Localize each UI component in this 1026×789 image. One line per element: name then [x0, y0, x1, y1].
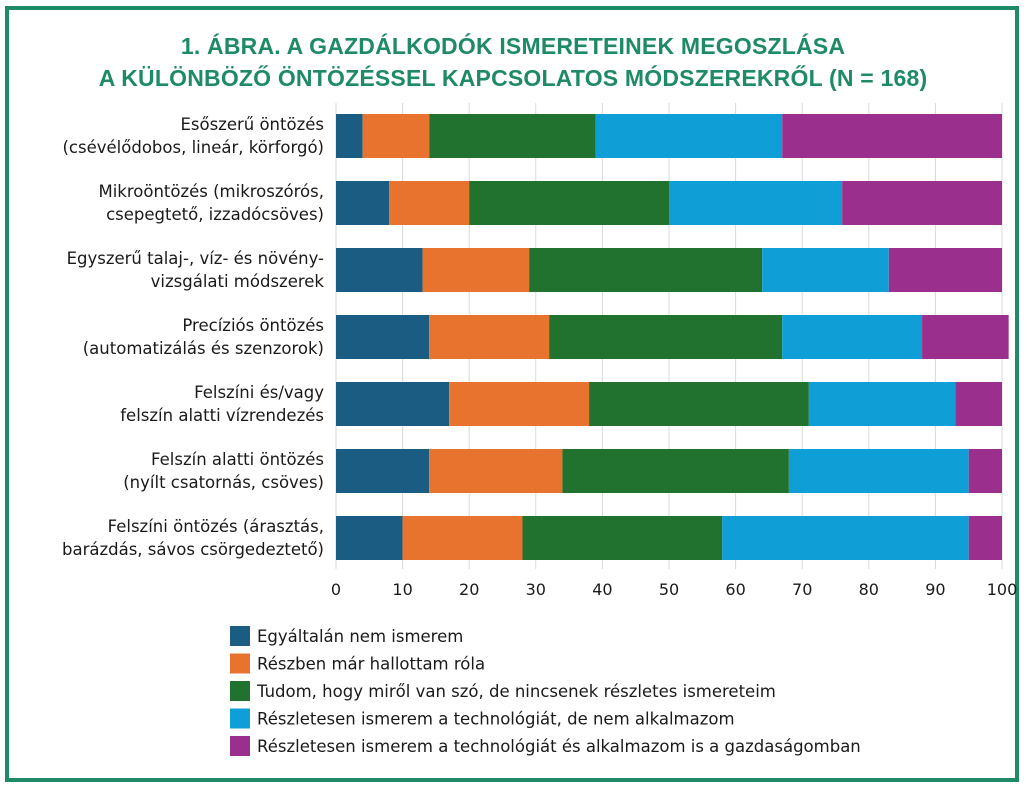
bar-segment-c4-s2 — [589, 382, 809, 426]
bar-segment-c5-s4 — [968, 449, 1002, 493]
bar-segment-c4-s4 — [955, 382, 1002, 426]
bar-segment-c2-s3 — [762, 248, 889, 292]
bar-segment-c5-s2 — [562, 449, 789, 493]
category-label-3-line-1: (automatizálás és szenzorok) — [83, 339, 324, 358]
bar-segment-c6-s2 — [522, 516, 723, 560]
category-label-0-line-1: (csévélődobos, lineár, körforgó) — [63, 138, 325, 157]
bar-segment-c3-s3 — [782, 315, 923, 359]
bar-segment-c6-s0 — [336, 516, 403, 560]
chart-title-line-1: 1. ÁBRA. A GAZDÁLKODÓK ISMERETEINEK MEGO… — [180, 33, 846, 59]
bar-segment-c4-s3 — [808, 382, 956, 426]
category-label-5-line-1: (nyílt csatornás, csöves) — [123, 473, 324, 492]
legend-swatch-0 — [230, 626, 250, 646]
bar-segment-c6-s4 — [968, 516, 1002, 560]
chart-title: 1. ÁBRA. A GAZDÁLKODÓK ISMERETEINEK MEGO… — [0, 30, 1026, 94]
legend-swatch-3 — [230, 708, 250, 729]
bar-segment-c5-s1 — [429, 449, 563, 493]
bar-segment-c1-s0 — [336, 181, 390, 225]
category-label-2-line-0: Egyszerű talaj-, víz- és növény- — [67, 249, 324, 268]
legend-label-0: Egyáltalán nem ismerem — [257, 627, 463, 646]
bar-segment-c6-s3 — [722, 516, 969, 560]
category-label-1-line-1: csepegtető, izzadócsöves) — [106, 205, 324, 224]
category-label-3-line-0: Precíziós öntözés — [182, 316, 324, 335]
legend-swatch-2 — [230, 681, 250, 701]
chart-frame — [5, 6, 1019, 782]
bar-segment-c3-s4 — [922, 315, 1009, 359]
x-tick-label-3: 30 — [526, 580, 546, 599]
bar-segment-c1-s3 — [669, 181, 843, 225]
category-label-2-line-1: vizsgálati módszerek — [151, 272, 325, 291]
category-label-6-line-0: Felszíni öntözés (árasztás, — [108, 517, 324, 536]
x-tick-label-6: 60 — [725, 580, 745, 599]
bar-segment-c6-s1 — [402, 516, 523, 560]
bar-segment-c0-s3 — [595, 114, 783, 158]
bar-segment-c1-s2 — [469, 181, 669, 225]
bar-segment-c3-s1 — [429, 315, 550, 359]
bar-segment-c4-s1 — [449, 382, 590, 426]
category-label-6-line-1: barázdás, sávos csörgedeztető) — [62, 540, 324, 559]
chart-title-line-2: A KÜLÖNBÖZŐ ÖNTÖZÉSSEL KAPCSOLATOS MÓDSZ… — [98, 65, 928, 91]
category-label-4-line-0: Felszíni és/vagy — [194, 383, 324, 402]
category-label-5-line-0: Felszín alatti öntözés — [151, 450, 324, 469]
category-labels: Esőszerű öntözés (csévélődobos, lineár, k… — [62, 115, 324, 559]
bar-segment-c2-s1 — [422, 248, 530, 292]
category-label-0-line-0: Esőszerű öntözés — [180, 115, 324, 134]
x-tick-label-8: 80 — [859, 580, 879, 599]
x-tick-label-9: 90 — [925, 580, 945, 599]
category-label-4-line-1: felszín alatti vízrendezés — [120, 406, 324, 425]
x-tick-label-5: 50 — [659, 580, 679, 599]
legend-label-3: Részletesen ismerem a technológiát, de n… — [257, 710, 735, 729]
category-label-1-line-0: Mikroöntözés (mikroszórós, — [98, 182, 324, 201]
bars — [336, 114, 1009, 560]
legend: Egyáltalán nem ismerem Részben már hallot… — [230, 626, 861, 756]
x-tick-label-2: 20 — [459, 580, 479, 599]
x-tick-label-1: 10 — [392, 580, 412, 599]
legend-swatch-4 — [230, 736, 250, 756]
bar-segment-c0-s0 — [336, 114, 363, 158]
x-tick-label-10: 100 — [987, 580, 1018, 599]
bar-segment-c1-s4 — [842, 181, 1002, 225]
bar-segment-c0-s4 — [782, 114, 1002, 158]
bar-segment-c5-s3 — [788, 449, 969, 493]
bar-segment-c3-s2 — [549, 315, 783, 359]
legend-label-2: Tudom, hogy miről van szó, de nincsenek … — [256, 682, 776, 701]
legend-label-4: Részletesen ismerem a technológiát és al… — [257, 737, 861, 756]
bar-segment-c2-s0 — [336, 248, 423, 292]
bar-segment-c0-s1 — [362, 114, 430, 158]
legend-swatch-1 — [230, 653, 250, 674]
bar-segment-c1-s1 — [389, 181, 470, 225]
x-tick-label-0: 0 — [331, 580, 341, 599]
legend-label-1: Részben már hallottam róla — [257, 655, 485, 674]
x-tick-label-7: 70 — [792, 580, 812, 599]
bar-segment-c2-s4 — [888, 248, 1002, 292]
x-tick-label-4: 40 — [592, 580, 612, 599]
x-axis-ticks: 0 10 20 30 40 50 60 70 80 90 100 — [331, 580, 1017, 599]
bar-segment-c5-s0 — [336, 449, 430, 493]
bar-segment-c3-s0 — [336, 315, 430, 359]
bar-segment-c2-s2 — [529, 248, 763, 292]
bar-segment-c0-s2 — [429, 114, 596, 158]
bar-segment-c4-s0 — [336, 382, 450, 426]
